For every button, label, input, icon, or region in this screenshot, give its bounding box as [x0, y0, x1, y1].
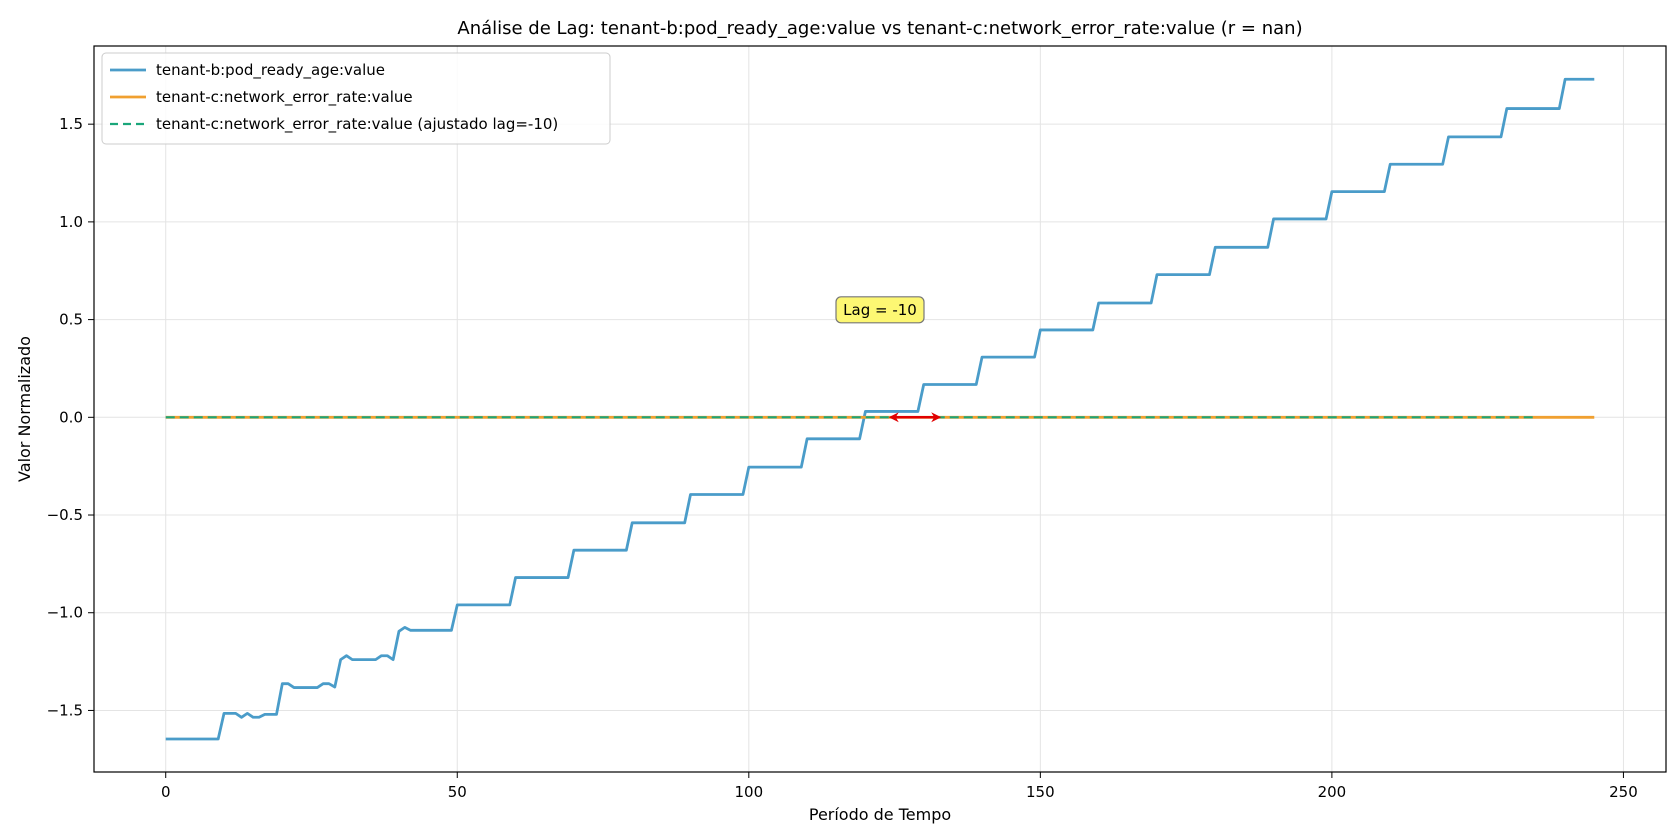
y-tick-label: 0.0 — [59, 408, 83, 426]
x-tick-label: 250 — [1609, 783, 1638, 801]
annotation-layer: Lag = -10 — [835, 296, 942, 423]
legend: tenant-b:pod_ready_age:value tenant-c:net… — [101, 52, 611, 145]
legend-label: tenant-c:network_error_rate:value (ajust… — [156, 115, 558, 134]
legend-entry-pod-ready-age: tenant-b:pod_ready_age:value — [110, 61, 385, 80]
lag-arrow-head-left — [888, 412, 899, 423]
lag-arrow-head-right — [931, 412, 942, 423]
legend-box — [101, 52, 611, 145]
y-tick-label: 0.5 — [59, 311, 83, 329]
legend-label: tenant-c:network_error_rate:value — [156, 88, 413, 107]
lag-annotation-box — [835, 296, 925, 324]
y-axis-label: Valor Normalizado — [15, 336, 34, 482]
y-tick-label: 1.5 — [59, 115, 83, 133]
y-tick-label: −1.0 — [47, 604, 83, 622]
plot-frame — [93, 45, 1667, 773]
lag-annotation-text: Lag = -10 — [843, 301, 917, 319]
x-tick-label: 0 — [161, 783, 171, 801]
legend-label: tenant-b:pod_ready_age:value — [156, 61, 385, 80]
chart-title: Análise de Lag: tenant-b:pod_ready_age:v… — [457, 18, 1302, 39]
y-tick-label: 1.0 — [59, 213, 83, 231]
series-line-pod-ready-age — [165, 77, 1595, 741]
y-tick-label: −0.5 — [47, 506, 83, 524]
plot-area — [165, 77, 1595, 741]
x-tick-label: 50 — [448, 783, 467, 801]
y-axis: −1.5 −1.0 −0.5 0.0 0.5 1.0 1.5 — [47, 115, 94, 719]
x-tick-label: 150 — [1026, 783, 1055, 801]
x-axis: 0 50 100 150 200 250 — [161, 772, 1638, 801]
grid-lines — [94, 46, 1666, 772]
x-axis-label: Período de Tempo — [809, 805, 951, 824]
legend-entry-network-error-rate: tenant-c:network_error_rate:value — [110, 88, 413, 107]
legend-entry-network-error-rate-adjusted: tenant-c:network_error_rate:value (ajust… — [110, 115, 558, 134]
y-tick-label: −1.5 — [47, 701, 83, 719]
x-tick-label: 200 — [1318, 783, 1347, 801]
x-tick-label: 100 — [734, 783, 763, 801]
